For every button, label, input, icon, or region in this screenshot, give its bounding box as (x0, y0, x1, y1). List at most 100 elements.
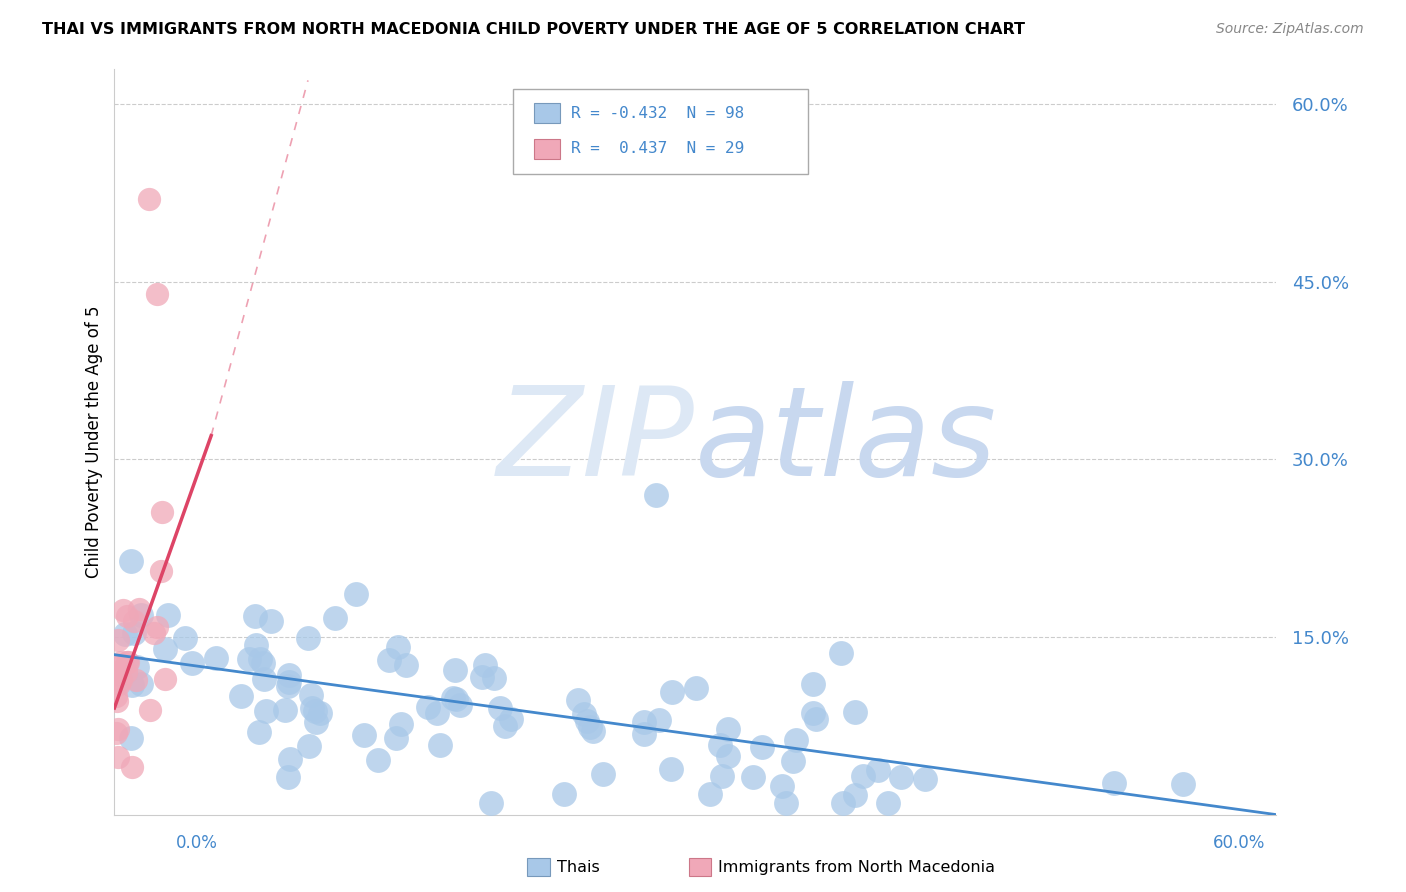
Point (108, 677, 131, 691)
Point (353, 728, 375, 742)
Point (205, 651, 228, 665)
Point (444, 664, 467, 678)
Point (173, 631, 195, 645)
Point (782, 754, 804, 768)
Point (146, 620, 169, 634)
Text: R =  0.437  N = 29: R = 0.437 N = 29 (571, 142, 744, 156)
Point (278, 668, 301, 682)
Point (114, 626, 136, 640)
Point (120, 554, 142, 568)
Point (645, 488, 668, 502)
Point (429, 738, 451, 752)
Point (395, 657, 418, 672)
Point (297, 632, 319, 646)
Point (832, 796, 855, 810)
Point (751, 740, 773, 755)
Point (150, 565, 173, 579)
Point (661, 762, 683, 776)
Point (143, 626, 166, 640)
Point (107, 666, 129, 681)
Point (488, 701, 510, 715)
Text: Source: ZipAtlas.com: Source: ZipAtlas.com (1216, 22, 1364, 37)
Point (111, 602, 134, 616)
Point (711, 769, 734, 783)
Point (367, 753, 389, 767)
Point (890, 770, 912, 784)
Point (110, 673, 132, 687)
Point (110, 656, 132, 670)
Text: atlas: atlas (695, 381, 997, 502)
Point (449, 698, 471, 712)
Point (499, 712, 522, 726)
Point (278, 675, 301, 690)
Point (378, 653, 401, 667)
Point (479, 796, 502, 810)
Point (128, 602, 150, 616)
Point (238, 651, 260, 665)
Point (107, 633, 129, 648)
Point (121, 678, 143, 692)
Point (661, 685, 683, 699)
Point (830, 646, 852, 660)
Point (387, 640, 409, 654)
Point (709, 738, 731, 752)
Point (155, 673, 177, 687)
Point (482, 671, 505, 685)
Point (278, 752, 301, 766)
Point (385, 731, 408, 746)
Point (277, 770, 299, 784)
Point (567, 693, 589, 707)
Point (252, 656, 274, 670)
Point (152, 505, 174, 519)
Point (105, 665, 128, 680)
Point (107, 722, 129, 736)
Text: R = -0.432  N = 98: R = -0.432 N = 98 (571, 106, 744, 120)
Point (633, 727, 655, 741)
Point (575, 714, 598, 728)
Point (138, 703, 160, 717)
Point (648, 713, 671, 727)
Point (844, 706, 866, 720)
Point (494, 719, 516, 733)
Point (553, 787, 575, 801)
Point (249, 724, 271, 739)
Point (124, 614, 146, 628)
Point (129, 608, 152, 623)
Point (572, 707, 595, 722)
Point (801, 677, 824, 691)
Text: Thais: Thais (557, 860, 599, 874)
Point (146, 286, 169, 301)
Point (446, 691, 468, 706)
Point (741, 770, 763, 784)
Point (426, 706, 449, 720)
Point (253, 672, 276, 686)
Point (592, 766, 614, 780)
Point (866, 763, 889, 777)
Point (717, 748, 740, 763)
Point (801, 706, 824, 721)
Point (115, 608, 138, 623)
Text: 60.0%: 60.0% (1213, 834, 1265, 852)
Point (582, 724, 605, 739)
Point (344, 587, 367, 601)
Point (471, 670, 494, 684)
Point (254, 704, 277, 718)
Point (323, 611, 346, 625)
Point (105, 726, 128, 740)
Point (121, 731, 143, 745)
Point (389, 717, 412, 731)
Point (298, 739, 321, 753)
Point (804, 712, 827, 726)
Point (914, 772, 936, 786)
Point (115, 655, 138, 669)
Point (107, 749, 129, 764)
Point (245, 609, 267, 624)
Text: 0.0%: 0.0% (176, 834, 218, 852)
Point (1171, 777, 1194, 791)
Point (441, 690, 464, 705)
Point (699, 787, 721, 801)
Point (107, 694, 129, 708)
Point (717, 722, 740, 736)
Point (274, 703, 297, 717)
Point (685, 681, 707, 695)
